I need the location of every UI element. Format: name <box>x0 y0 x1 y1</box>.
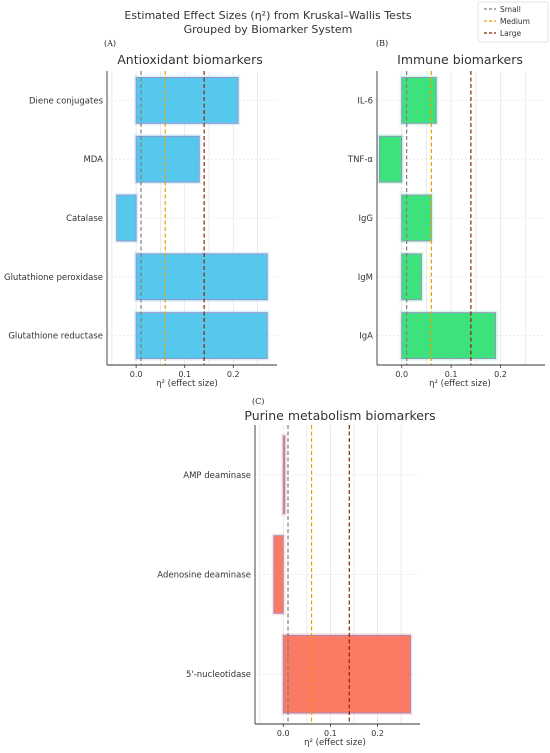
legend-label-medium: Medium <box>500 17 530 26</box>
category-label: IgM <box>358 273 373 283</box>
panel-letter: (A) <box>104 39 116 48</box>
bar-amp-deaminase <box>282 435 286 515</box>
x-tick-label: 0.2 <box>227 370 240 379</box>
category-label: AMP deaminase <box>183 471 251 481</box>
figure-title-line-1: Estimated Effect Sizes (η²) from Kruskal… <box>124 9 411 22</box>
x-axis-label: η² (effect size) <box>304 738 366 748</box>
panel-letter: (B) <box>376 39 388 48</box>
x-tick-label: 0.0 <box>130 370 143 379</box>
panel-title: Antioxidant biomarkers <box>117 52 263 67</box>
category-label: MDA <box>83 155 103 165</box>
bar-tnf- <box>379 135 403 183</box>
x-tick-label: 0.1 <box>445 370 458 379</box>
bar-glutathione-reductase <box>135 312 268 359</box>
category-label: Glutathione peroxidase <box>4 273 103 283</box>
panel-immune: (B) Immune biomarkers IL-6 TNF-α IgG IgM IgA 0.… <box>347 39 545 389</box>
bar-iga <box>401 312 497 359</box>
x-axis-label: η² (effect size) <box>429 379 491 389</box>
category-label: Glutathione reductase <box>8 332 103 342</box>
bar-il-6 <box>401 77 437 124</box>
bar-catalase <box>116 194 137 242</box>
x-tick-label: 0.2 <box>494 370 507 379</box>
legend-label-large: Large <box>500 29 521 38</box>
panel-antioxidant: (A)Antioxidant biomarkers Diene conjugate… <box>4 39 277 389</box>
x-tick-label: 0.1 <box>324 729 337 738</box>
category-label: TNF-α <box>347 155 374 165</box>
panel-purine: (C) Purine metabolism biomarkers AMP deami… <box>157 397 435 748</box>
category-label: IgA <box>359 332 373 342</box>
legend: Small Medium Large <box>477 1 549 43</box>
bar-igm <box>401 253 422 301</box>
bar-adenosine-deaminase <box>273 535 284 614</box>
x-tick-label: 0.0 <box>277 729 290 738</box>
x-tick-label: 0.1 <box>178 370 191 379</box>
figure-title-line-2: Grouped by Biomarker System <box>184 23 353 36</box>
bar-diene-conjugates <box>135 77 239 124</box>
category-label: Diene conjugates <box>29 96 104 106</box>
panel-title: Immune biomarkers <box>397 52 523 67</box>
x-tick-label: 0.0 <box>395 370 408 379</box>
category-label: Catalase <box>66 214 103 224</box>
legend-frame <box>477 1 549 43</box>
bar-5-nucleotidase <box>282 634 412 714</box>
category-label: 5'-nucleotidase <box>186 670 251 680</box>
x-tick-label: 0.2 <box>371 729 384 738</box>
category-label: Adenosine deaminase <box>157 571 251 581</box>
panel-title: Purine metabolism biomarkers <box>244 408 435 423</box>
category-label: IL-6 <box>357 96 373 106</box>
bar-mda <box>135 135 200 183</box>
legend-label-small: Small <box>500 5 521 14</box>
panel-letter: (C) <box>252 397 264 406</box>
category-label: IgG <box>359 214 374 224</box>
x-axis-label: η² (effect size) <box>156 379 218 389</box>
bar-glutathione-peroxidase <box>135 253 268 301</box>
